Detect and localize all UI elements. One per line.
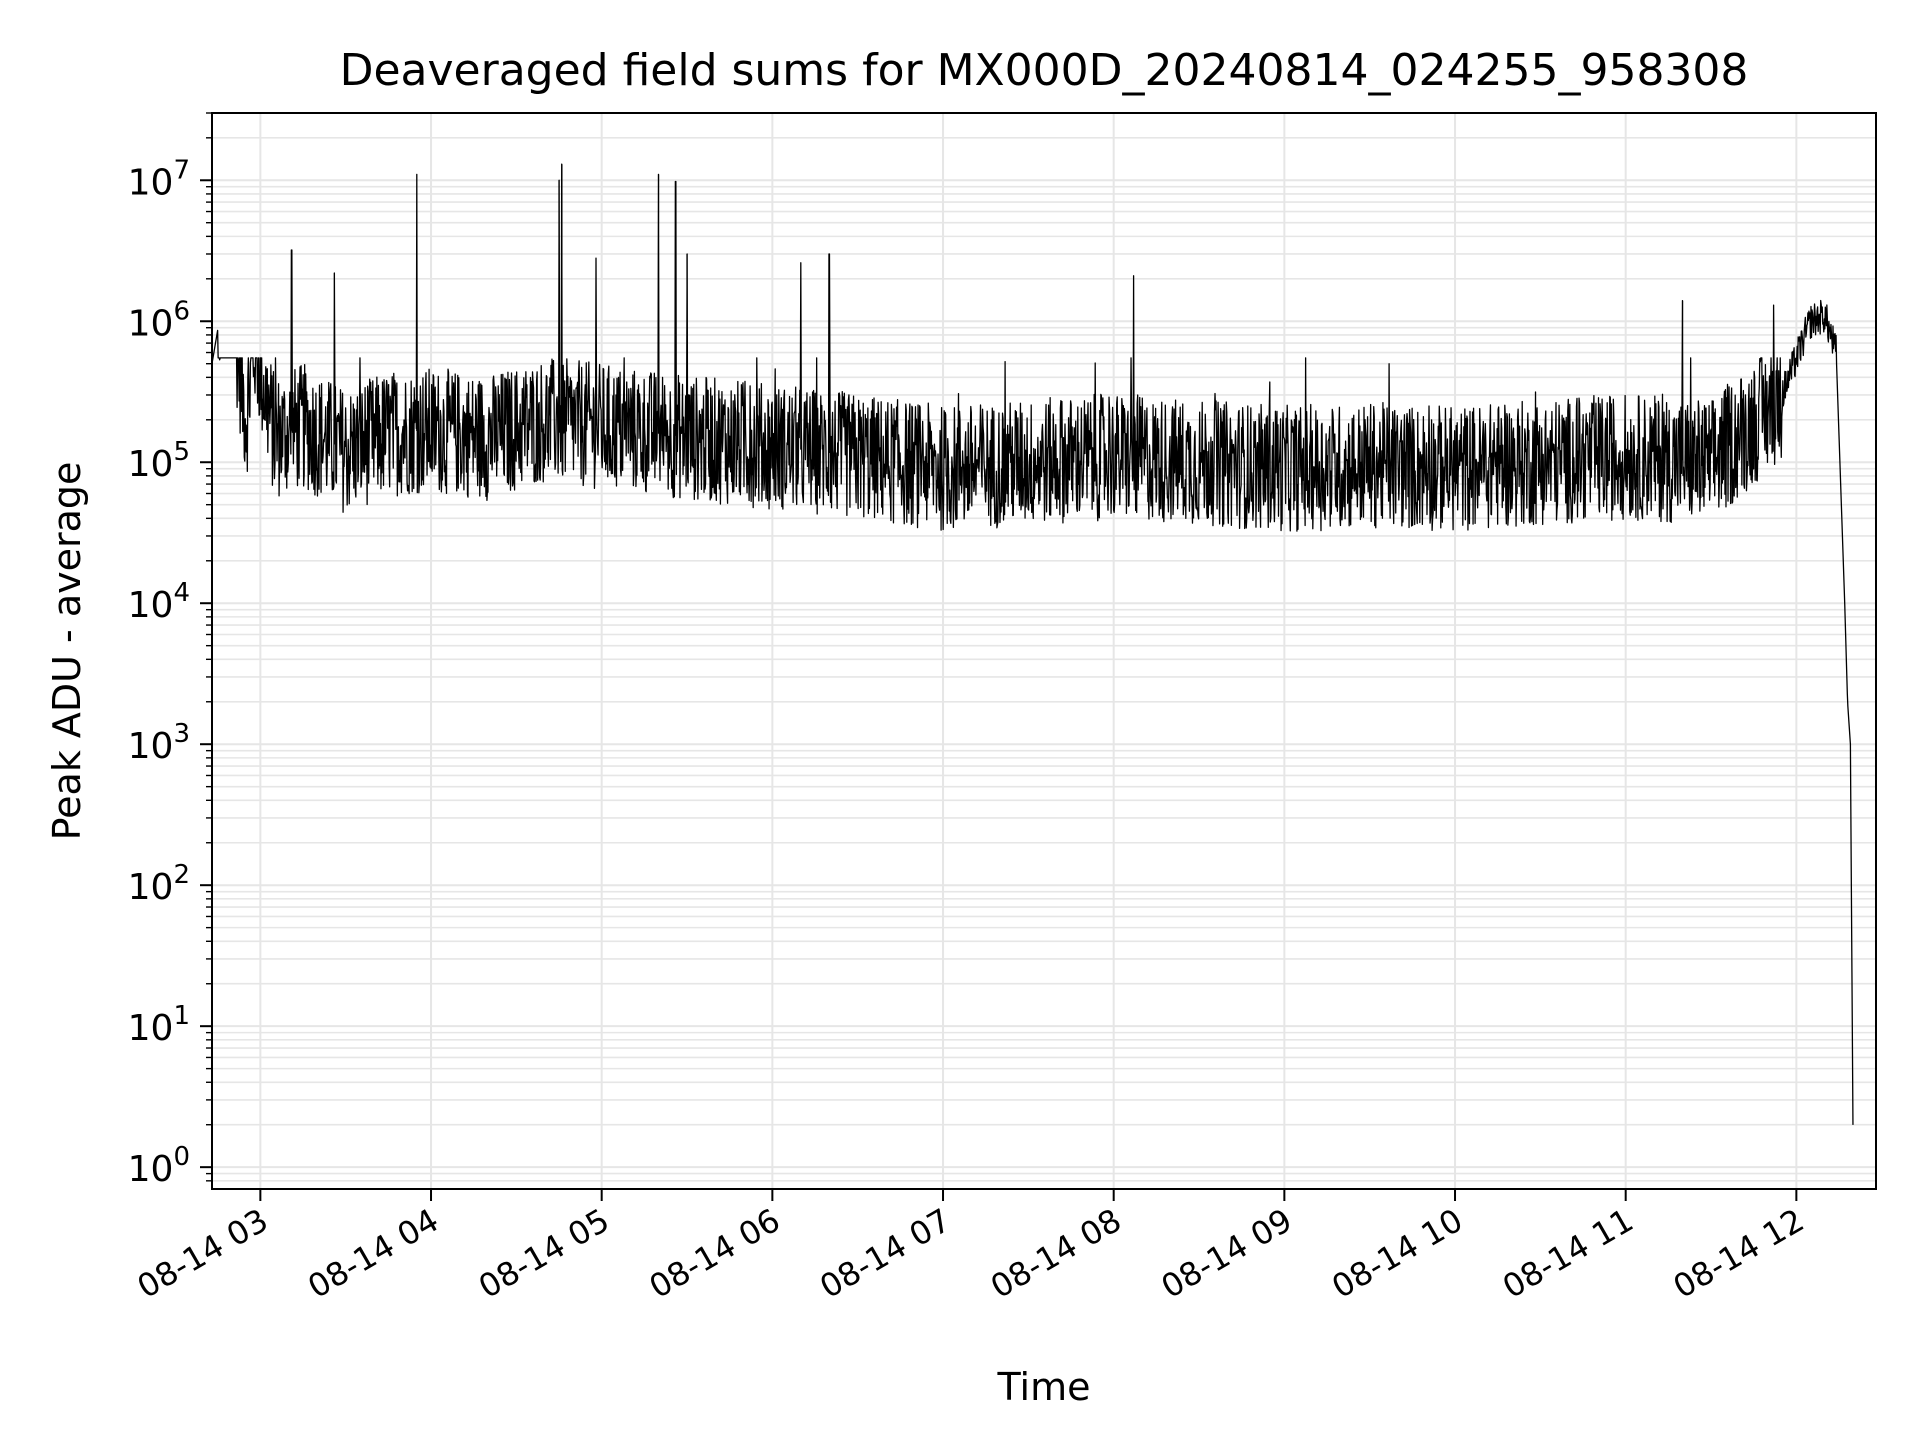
y-tick-label: 103 — [128, 719, 190, 767]
grid-lines — [212, 112, 1876, 1189]
data-series — [211, 163, 1854, 1125]
x-tick-label: 08-14 08 — [984, 1201, 1128, 1306]
x-tick-label: 08-14 11 — [1496, 1201, 1640, 1306]
x-tick-label: 08-14 12 — [1667, 1201, 1811, 1306]
y-tick-label: 101 — [128, 1001, 190, 1049]
x-tick-label: 08-14 04 — [301, 1201, 445, 1306]
x-tick-label: 08-14 09 — [1155, 1201, 1299, 1306]
y-tick-label: 102 — [128, 860, 190, 908]
axis-ticks: 08-14 03 08-14 04 08-14 05 08-14 06 08-14 07… — [128, 112, 1811, 1306]
plot-frame — [211, 112, 1877, 1190]
y-tick-label: 100 — [128, 1142, 190, 1190]
x-tick-label: 08-14 05 — [472, 1201, 616, 1306]
chart-title: Deaveraged field sums for MX000D_2024081… — [340, 45, 1749, 96]
y-axis-label: Peak ADU - average — [45, 462, 89, 841]
x-tick-label: 08-14 03 — [131, 1201, 275, 1306]
y-tick-label: 104 — [128, 578, 190, 626]
x-tick-label: 08-14 10 — [1325, 1201, 1469, 1306]
y-tick-label: 106 — [128, 296, 190, 344]
y-tick-label: 105 — [128, 437, 190, 485]
y-tick-label: 107 — [128, 155, 190, 203]
x-tick-label: 08-14 06 — [643, 1201, 787, 1306]
x-tick-label: 08-14 07 — [813, 1201, 957, 1306]
series-line — [211, 163, 1854, 1125]
x-axis-label: Time — [997, 1365, 1091, 1409]
